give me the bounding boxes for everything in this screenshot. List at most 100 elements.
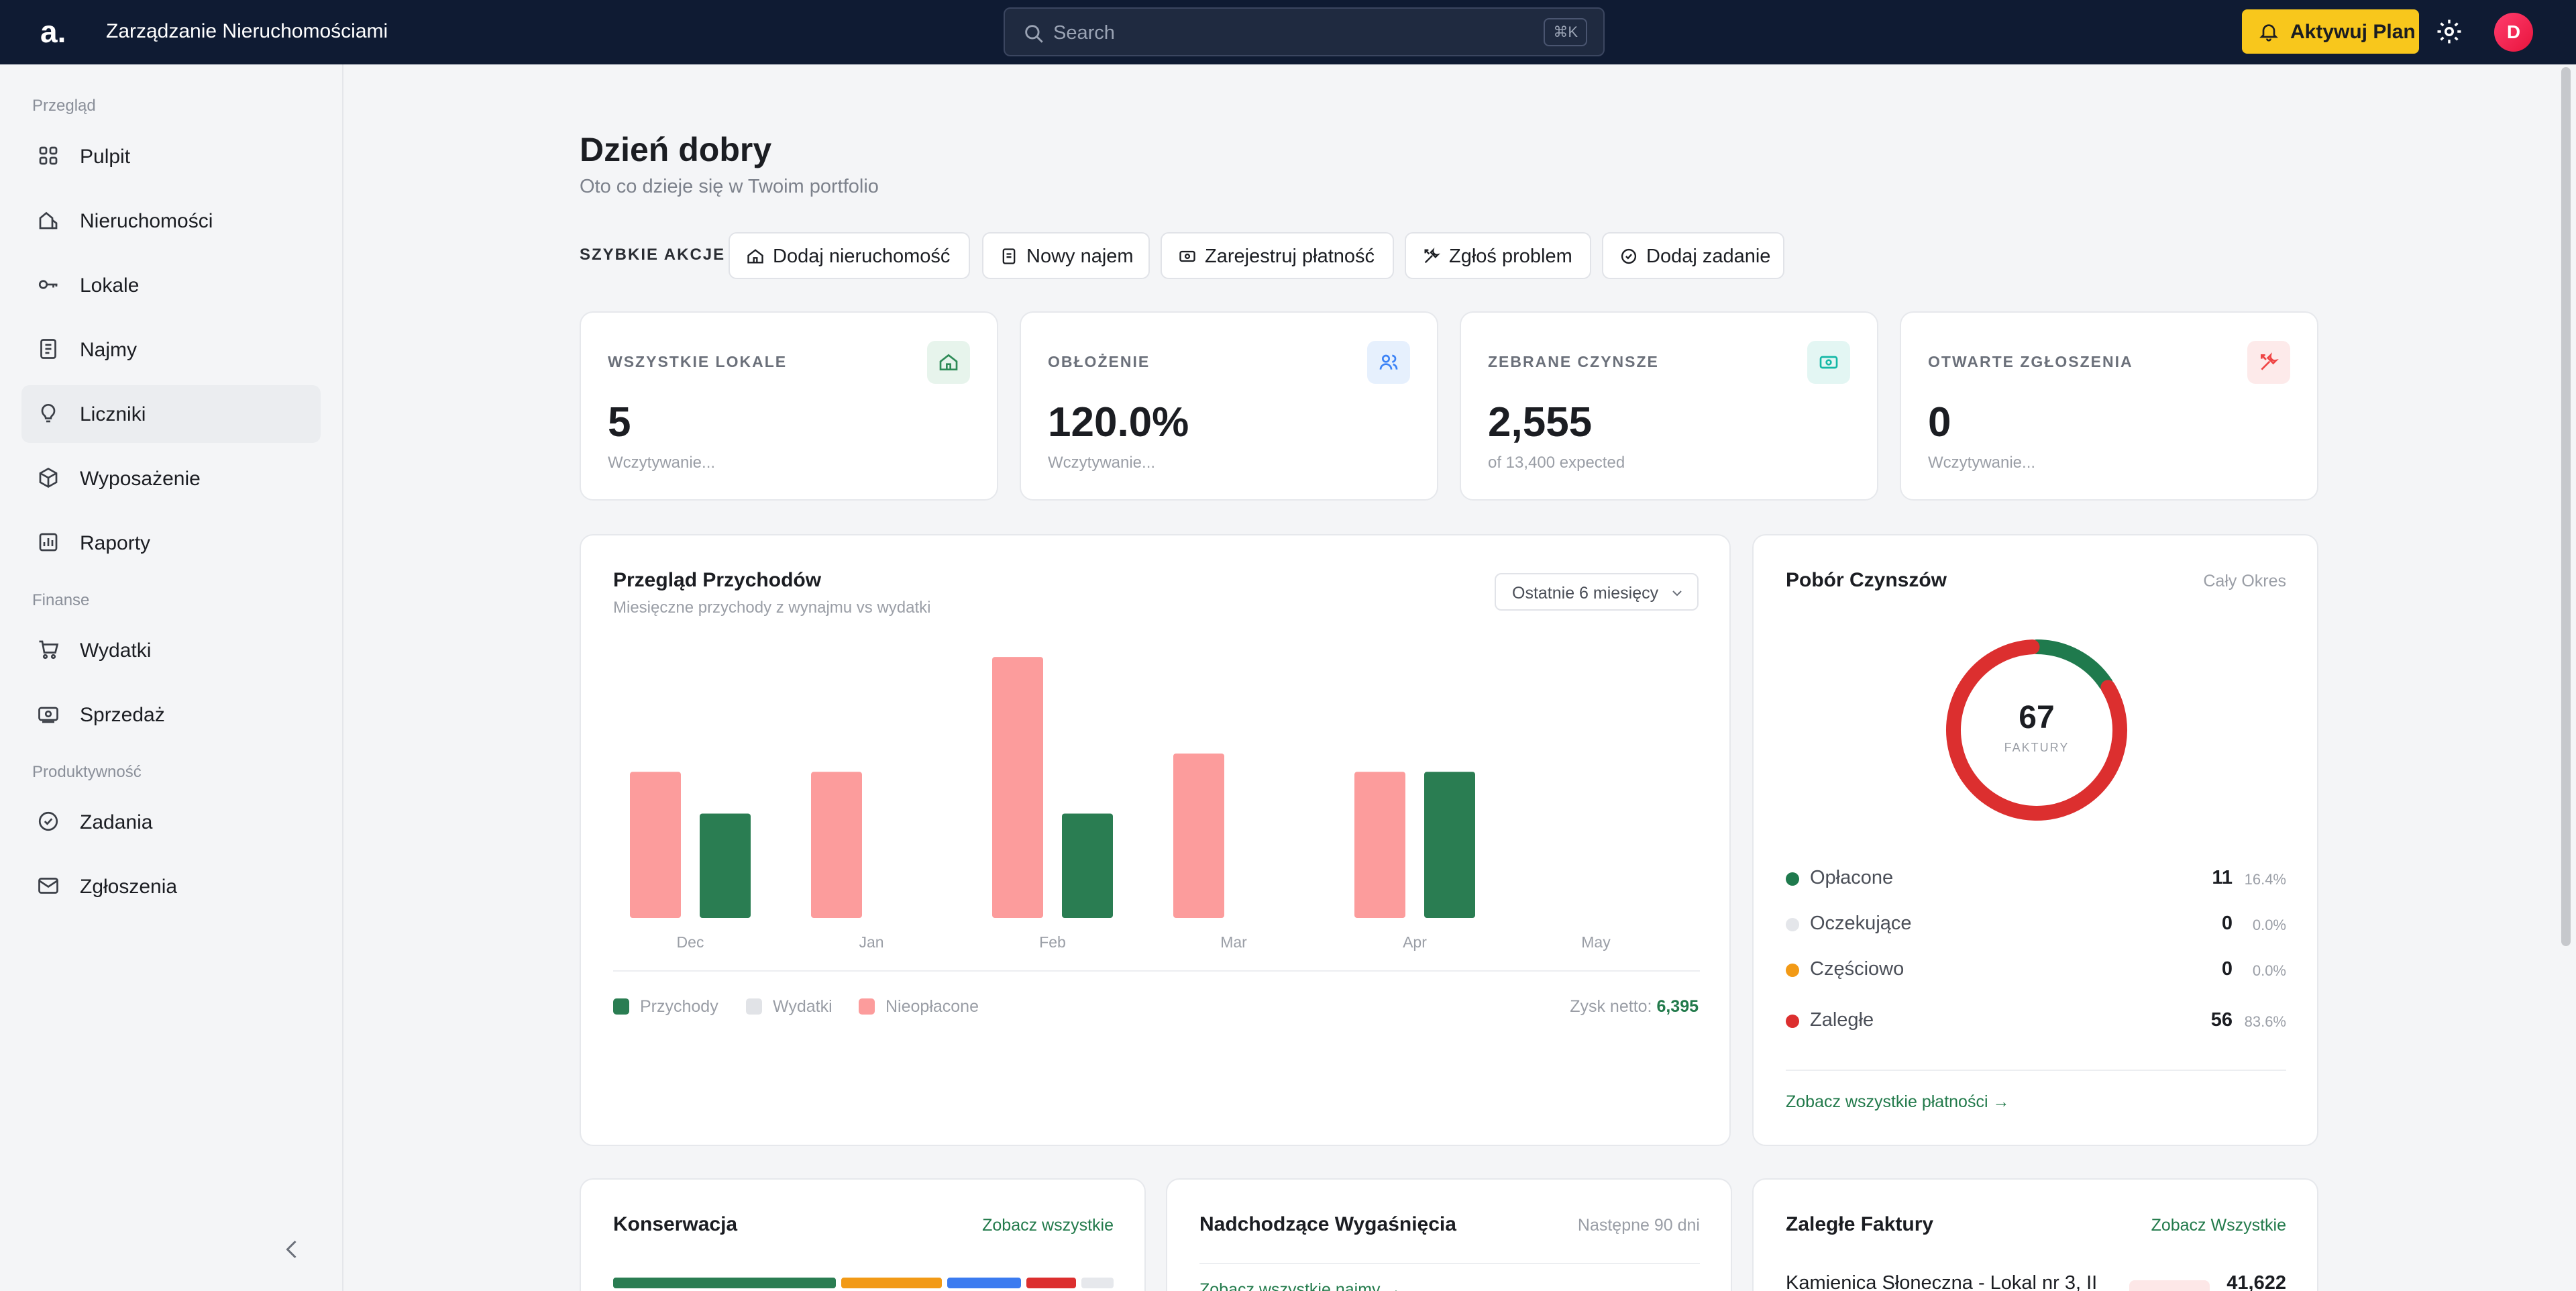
view-all-maintenance-link[interactable]: Zobacz wszystkie [982,1216,1114,1235]
sidebar-item-label: Zgłoszenia [80,876,178,898]
new-lease-button[interactable]: Nowy najem [982,232,1150,279]
stat-card-rent-collected: ZEBRANE CZYNSZE 2,555 of 13,400 expected [1460,311,1878,501]
bar-income-feb [1062,813,1113,918]
x-tick-label: Dec [677,933,704,951]
bar-segment-other [1081,1278,1114,1288]
legend-label: Nieopłacone [885,997,979,1016]
net-profit-label: Zysk netto: [1570,997,1652,1016]
x-tick-label: May [1581,933,1611,951]
donut-segment-3 [1946,639,2127,821]
legend-item-unpaid: Nieopłacone [859,997,979,1017]
bar-income-apr [1424,772,1475,918]
grid-icon [39,146,58,165]
report-issue-button[interactable]: Zgłoś problem [1405,232,1591,279]
upgrade-plan-button[interactable]: Aktywuj Plan [2242,9,2419,54]
cash-icon [1819,356,1838,369]
sidebar-item-liczniki[interactable]: Liczniki [21,385,321,443]
view-all-payments-link[interactable]: Zobacz wszystkie płatności → [1786,1092,2010,1111]
net-profit-value: 6,395 [1656,997,1699,1016]
page-subtitle: Oto co dzieje się w Twoim portfolio [580,176,879,197]
status-dot [1786,964,1799,977]
period-select-value: Ostatnie 6 miesięcy [1512,584,1659,603]
sidebar-item-raporty[interactable]: Raporty [21,514,321,572]
stat-subtext: Wczytywanie... [1048,454,1156,472]
divider [1199,1263,1700,1264]
view-all-leases-link[interactable]: Zobacz wszystkie najmy → [1199,1280,1402,1291]
stat-value: 120.0% [1048,399,1189,446]
revenue-bar-chart: Dec Jan Feb Mar Apr May [630,657,1611,951]
sidebar-item-wyposazenie[interactable]: Wyposażenie [21,450,321,507]
building-icon [39,211,58,229]
legend-swatch [746,998,762,1015]
scrollbar-thumb[interactable] [2561,67,2571,946]
legend-item-expenses: Wydatki [746,997,833,1017]
sidebar-item-label: Raporty [80,532,151,554]
add-property-button[interactable]: Dodaj nieruchomość [729,232,970,279]
bar-segment-urgent [1026,1278,1076,1288]
collection-row-partial: Częściowo 0 0.0% [1786,957,2286,984]
sidebar-item-najmy[interactable]: Najmy [21,321,321,378]
user-avatar[interactable]: D [2494,13,2533,52]
view-all-invoices-link[interactable]: Zobacz Wszystkie [2151,1216,2286,1235]
check-circle-icon [1621,248,1637,264]
sidebar-item-label: Najmy [80,339,138,361]
sidebar-item-sprzedaz[interactable]: Sprzedaż [21,686,321,743]
stat-subtext: Wczytywanie... [1928,454,2036,472]
revenue-overview-card: Przegląd Przychodów Miesięczne przychody… [580,534,1731,1146]
sidebar-section-przeglad: Przegląd [32,97,96,115]
stat-card-open-issues: OTWARTE ZGŁOSZENIA 0 Wczytywanie... [1900,311,2318,501]
cart-icon [39,640,59,660]
stat-card-occupancy: OBŁOŻENIE 120.0% Wczytywanie... [1020,311,1438,501]
donut-segment-0 [2029,639,2113,691]
bar-unpaid-mar [1173,754,1224,918]
sidebar-item-label: Sprzedaż [80,704,165,726]
sidebar-item-lokale[interactable]: Lokale [21,256,321,314]
register-payment-button[interactable]: Zarejestruj płatność [1161,232,1394,279]
overdue-badge [2129,1280,2210,1291]
search-input[interactable]: Search ⌘K [1004,7,1605,56]
row-percent: 0.0% [2252,962,2286,979]
card-title: Nadchodzące Wygaśnięcia [1199,1213,1456,1235]
app-title: Zarządzanie Nieruchomościami [106,20,388,42]
overdue-invoices-card: Zaległe Faktury Zobacz Wszystkie Kamieni… [1752,1178,2318,1291]
period-select[interactable]: Ostatnie 6 miesięcy [1495,573,1699,611]
add-task-button[interactable]: Dodaj zadanie [1602,232,1784,279]
chart-icon [39,533,58,552]
gear-icon[interactable] [2435,17,2463,46]
card-title: Pobór Czynszów [1786,569,1947,591]
sidebar-item-wydatki[interactable]: Wydatki [21,621,321,679]
period-label: Cały Okres [2203,572,2286,590]
period-label: Następne 90 dni [1577,1216,1700,1235]
button-label: Dodaj zadanie [1646,246,1771,267]
sidebar: Przegląd Pulpit Nieruchomości Lokale Naj… [0,64,343,1291]
sidebar-item-label: Zadania [80,811,153,833]
button-label: Zarejestruj płatność [1205,246,1375,267]
overdue-invoice-title[interactable]: Kamienica Słoneczna - Lokal nr 3, II [1786,1272,2098,1291]
x-tick-label: Feb [1039,933,1066,951]
x-tick-label: Jan [859,933,883,951]
stat-icon-bg [1367,341,1410,384]
chevron-left-icon[interactable] [280,1237,305,1261]
mail-icon [38,878,58,894]
cash-icon [38,707,58,723]
divider [613,970,1700,972]
bar-segment-done [613,1278,836,1288]
sidebar-item-zgloszenia[interactable]: Zgłoszenia [21,858,321,915]
row-count: 11 [2212,867,2233,888]
stat-value: 2,555 [1488,399,1593,446]
status-dot [1786,872,1799,886]
maintenance-status-bar [613,1278,1114,1288]
sidebar-item-label: Nieruchomości [80,210,213,232]
row-count: 0 [2221,913,2233,934]
card-title: Przegląd Przychodów [613,569,822,591]
rent-collection-card: Pobór Czynszów Cały Okres 67 FAKTURY Opł… [1752,534,2318,1146]
sidebar-item-zadania[interactable]: Zadania [21,793,321,851]
quick-actions-label: SZYBKIE AKCJE [580,246,726,264]
collection-row-pending: Oczekujące 0 0.0% [1786,911,2286,938]
status-dot [1786,1015,1799,1028]
app-logo[interactable]: a. [40,14,66,49]
sidebar-item-nieruchomosci[interactable]: Nieruchomości [21,192,321,250]
sidebar-item-pulpit[interactable]: Pulpit [21,127,321,185]
status-dot [1786,918,1799,931]
stat-value: 0 [1928,399,1951,446]
